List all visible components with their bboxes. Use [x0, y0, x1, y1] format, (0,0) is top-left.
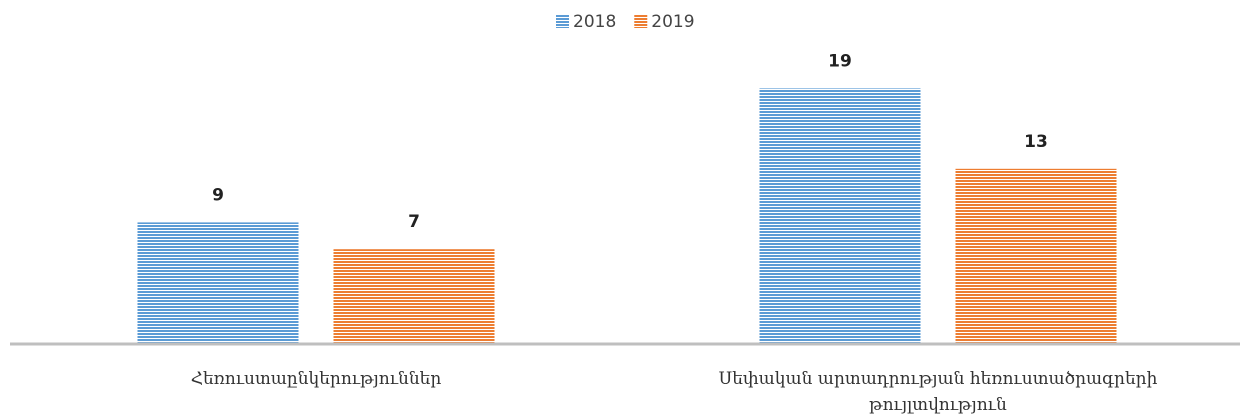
data-label: 13: [1024, 132, 1048, 152]
x-tick-label: Հեռուստաընկերություններ: [190, 369, 442, 389]
data-label: 19: [828, 51, 852, 71]
legend-label: 2018: [573, 12, 616, 32]
bar: [137, 222, 299, 343]
legend-swatch: [634, 15, 648, 28]
x-tick-label: Սեփական արտադրության հեռուստածրագրերի թո…: [718, 369, 1158, 415]
legend-label: 2019: [651, 12, 694, 32]
data-label: 7: [408, 212, 420, 232]
legend-swatch: [556, 15, 569, 28]
data-label: 9: [212, 185, 224, 205]
bar: [955, 168, 1117, 343]
bar: [333, 249, 495, 343]
bar: [759, 88, 921, 344]
